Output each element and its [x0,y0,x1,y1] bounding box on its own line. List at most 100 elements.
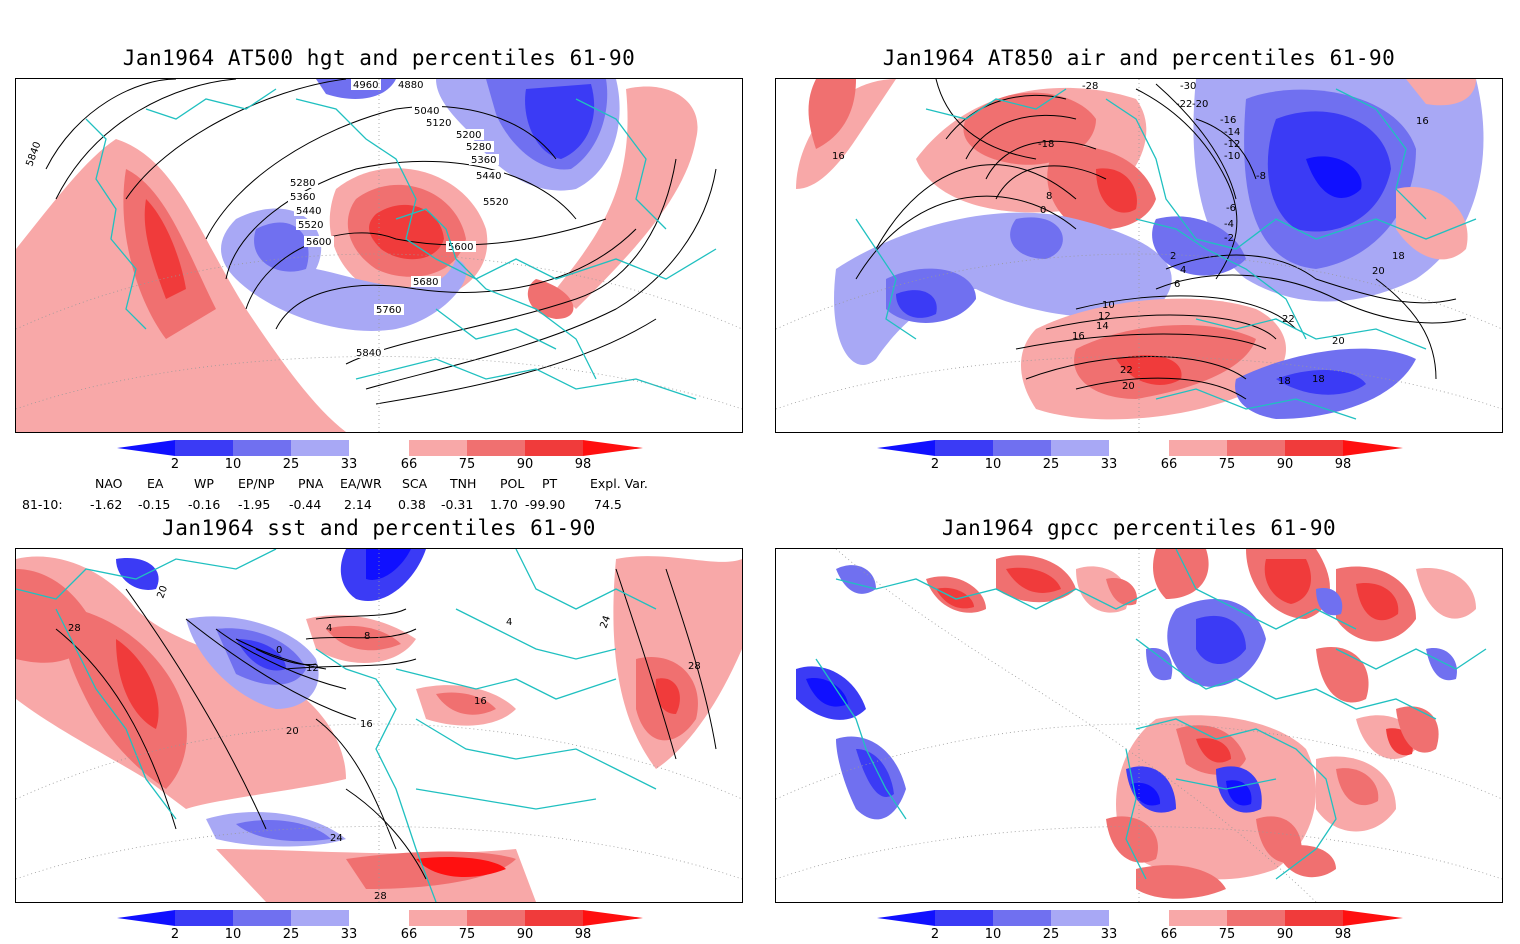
contour-label: 5520 [483,197,508,208]
contour-label: -18 [1038,139,1054,150]
colorbar-tick: 98 [1334,927,1352,942]
colorbar-tick: 25 [1042,927,1060,942]
contour-label: -28 [1082,81,1098,92]
contour-label: 5360 [471,155,496,166]
contour-label: 20 [1372,266,1385,277]
index-header: WP [194,476,214,491]
colorbar-tick: 98 [574,927,592,942]
map-sst: 28 20 0 4 8 12 16 20 24 28 24 16 4 28 [15,548,743,903]
contour-label: 5200 [456,130,481,141]
colorbar-gpcc: 2 10 25 33 66 75 90 98 [877,910,1403,944]
colorbar-tick: 10 [224,927,242,942]
contour-label: 4 [1180,265,1186,276]
colorbar-tick: 66 [1160,927,1178,942]
contour-label: 14 [1096,321,1109,332]
index-header: POL [500,476,525,491]
contour-label: 2 [1170,251,1176,262]
colorbar-sst: 2 10 25 33 66 75 90 98 [117,910,643,944]
contour-label: -14 [1224,127,1240,138]
contour-label: 6 [1174,279,1180,290]
contour-label: 5440 [296,206,321,217]
contour-label: 5280 [290,178,315,189]
contour-label: 10 [1102,300,1115,311]
contour-label: -4 [1224,219,1234,230]
index-header: EA [147,476,164,491]
index-value: -0.15 [138,497,171,512]
colorbar-tick: 33 [340,927,358,942]
panel-title-sst: Jan1964 sst and percentiles 61-90 [162,516,596,540]
contour-label: -20 [1192,99,1208,110]
index-value: -1.62 [90,497,123,512]
contour-label: 5680 [413,277,438,288]
colorbar-tick: 75 [458,927,476,942]
contour-label: -6 [1226,203,1236,214]
contour-label: 5280 [466,142,491,153]
contour-label: 20 [1122,381,1135,392]
contour-label: -2 [1224,233,1234,244]
contour-label: -30 [1180,81,1196,92]
contour-label: -12 [1224,139,1240,150]
contour-label: 28 [68,623,81,634]
contour-label: 18 [1312,374,1325,385]
colorbar-tick: 75 [458,457,476,472]
panel-title-t850: Jan1964 AT850 air and percentiles 61-90 [882,46,1396,70]
colorbar-tick: 90 [1276,457,1294,472]
contour-label: 12 [1098,311,1111,322]
contour-label: -10 [1224,151,1240,162]
index-row-label: 81-10: [22,497,63,512]
contour-label: 20 [155,584,170,600]
map-gpcc [775,548,1503,903]
index-header: PT [542,476,558,491]
colorbar-tick: 33 [1100,927,1118,942]
contour-label: -8 [1256,171,1266,182]
colorbar-tick: 33 [1100,457,1118,472]
index-value: -1.95 [238,497,271,512]
colorbar-tick: 75 [1218,927,1236,942]
contour-label: -16 [1220,115,1236,126]
index-value: -99.90 [525,497,566,512]
colorbar-tick: 10 [984,927,1002,942]
index-value: 1.70 [490,497,518,512]
index-header: EP/NP [238,476,275,491]
colorbar-tick: 2 [170,457,180,472]
colorbar-tick: 90 [516,927,534,942]
contour-label: 5120 [426,118,451,129]
contour-label: 5760 [376,305,401,316]
contour-label: 5520 [298,220,323,231]
colorbar-tick: 90 [516,457,534,472]
index-value: -0.16 [188,497,221,512]
map-t850: -28 -30 -2 2 -20 -18 -16 -14 -12 -10 -8 -… [775,78,1503,433]
index-header: EA/WR [340,476,382,491]
index-header: PNA [298,476,324,491]
contour-label: 16 [360,719,373,730]
contour-label: 28 [688,661,701,672]
colorbar-tick: 66 [400,457,418,472]
panel-title-gpcc: Jan1964 gpcc percentiles 61-90 [941,516,1337,540]
contour-label: 24 [330,833,343,844]
index-header: Expl. Var. [590,476,648,491]
contour-label: 20 [1332,336,1345,347]
contour-label: 16 [1416,116,1429,127]
contour-label: 5360 [290,192,315,203]
contour-label: 22 [1120,365,1133,376]
contour-label: 5040 [414,106,439,117]
colorbar-tick: 2 [930,927,940,942]
index-value: 0.38 [398,497,426,512]
contour-label: 0 [276,645,282,656]
colorbar-tick: 98 [574,457,592,472]
index-value: 2.14 [344,497,372,512]
contour-label: 12 [306,663,319,674]
contour-label: 16 [1072,331,1085,342]
contour-label: 0 [1040,205,1046,216]
contour-label: 8 [364,631,370,642]
contour-label: 16 [832,151,845,162]
index-header: SCA [402,476,428,491]
index-value: 74.5 [594,497,622,512]
contour-label: 20 [286,726,299,737]
contour-label: 4 [326,623,332,634]
panel-title-z500: Jan1964 AT500 hgt and percentiles 61-90 [122,46,636,70]
colorbar-tick: 2 [170,927,180,942]
colorbar-tick: 25 [282,927,300,942]
contour-label: 4 [506,617,512,628]
index-value: -0.31 [441,497,474,512]
